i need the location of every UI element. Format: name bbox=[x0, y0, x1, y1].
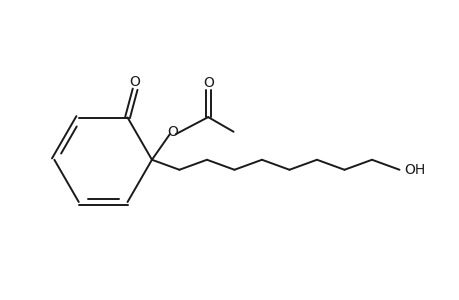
Text: O: O bbox=[202, 76, 213, 90]
Text: OH: OH bbox=[403, 163, 425, 177]
Text: O: O bbox=[129, 75, 140, 89]
Text: O: O bbox=[167, 125, 178, 139]
